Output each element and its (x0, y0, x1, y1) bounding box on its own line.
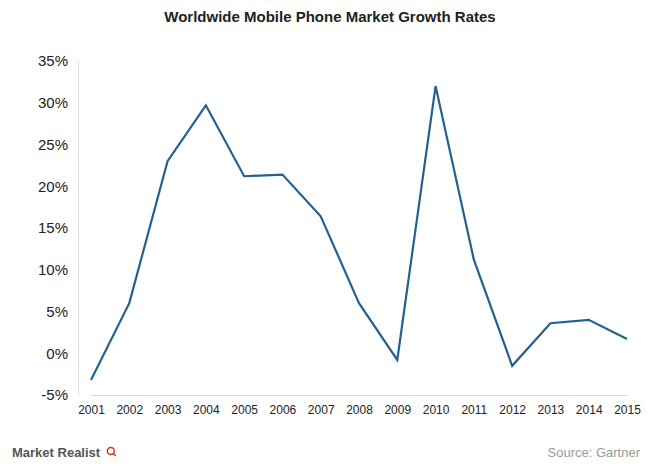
x-tick: 2005 (231, 395, 258, 417)
source: Source: Gartner (548, 445, 641, 460)
logo-icon-handle (113, 454, 116, 457)
chart: Worldwide Mobile Phone Market Growth Rat… (0, 0, 660, 471)
x-axis: 2001 2002 2003 2004 2005 2006 2007 2008 2009 2010… (78, 395, 641, 417)
x-tick-label: 2003 (155, 403, 182, 417)
logo-icon-lens (107, 448, 114, 455)
x-tick-label: 2009 (384, 403, 411, 417)
line (91, 86, 627, 380)
plot-area (91, 86, 627, 380)
x-tick: 2013 (538, 395, 565, 417)
y-tick: 5% (46, 303, 78, 320)
y-tick: 25% (38, 136, 78, 153)
y-tick: 0% (46, 345, 78, 362)
x-tick: 2006 (270, 395, 297, 417)
y-tick: 35% (38, 52, 78, 69)
x-tick: 2001 (78, 395, 105, 417)
y-tick: -5% (41, 386, 78, 403)
x-tick: 2008 (346, 395, 373, 417)
x-tick: 2002 (116, 395, 143, 417)
logo-text: Market Realist (12, 445, 101, 460)
x-tick-label: 2010 (423, 403, 450, 417)
x-tick: 2004 (193, 395, 220, 417)
x-tick-label: 2004 (193, 403, 220, 417)
x-tick: 2009 (384, 395, 411, 417)
y-tick: 10% (38, 261, 78, 278)
x-tick-label: 2005 (231, 403, 258, 417)
x-tick-label: 2007 (308, 403, 335, 417)
y-tick: 20% (38, 178, 78, 195)
y-tick-label: 30% (38, 94, 68, 111)
x-tick-label: 2008 (346, 403, 373, 417)
x-tick-label: 2015 (614, 403, 641, 417)
x-tick-label: 2014 (576, 403, 603, 417)
y-tick-label: 25% (38, 136, 68, 153)
x-tick-label: 2012 (499, 403, 526, 417)
y-tick: 30% (38, 94, 78, 111)
x-tick: 2015 (614, 395, 641, 417)
x-tick: 2014 (576, 395, 603, 417)
y-tick: 15% (38, 219, 78, 236)
x-tick: 2011 (461, 395, 487, 417)
x-tick-label: 2002 (116, 403, 143, 417)
x-tick: 2003 (155, 395, 182, 417)
y-tick-label: 20% (38, 178, 68, 195)
y-tick-label: 15% (38, 219, 68, 236)
x-tick: 2007 (308, 395, 335, 417)
x-tick-label: 2001 (78, 403, 105, 417)
x-tick-label: 2011 (461, 403, 487, 417)
x-tick: 2010 (423, 395, 450, 417)
y-axis-line (78, 62, 79, 396)
x-axis-line (92, 395, 628, 396)
y-tick-label: 0% (46, 345, 68, 362)
y-tick-label: 5% (46, 303, 68, 320)
x-tick: 2012 (499, 395, 526, 417)
x-tick-label: 2006 (270, 403, 297, 417)
title: Worldwide Mobile Phone Market Growth Rat… (164, 8, 495, 25)
y-tick-label: 10% (38, 261, 68, 278)
y-tick-label: -5% (41, 386, 68, 403)
x-tick-label: 2013 (538, 403, 565, 417)
y-axis: -5% 0% 5% 10% 15% 20% 25% 30% 35% (38, 52, 79, 403)
logo-icon (107, 448, 116, 457)
y-tick-label: 35% (38, 52, 68, 69)
